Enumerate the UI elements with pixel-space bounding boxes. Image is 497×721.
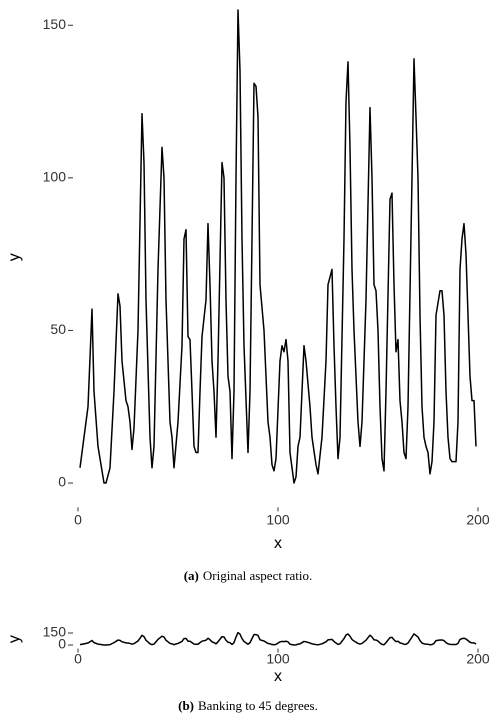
caption: (b) Banking to 45 degrees.	[178, 698, 318, 713]
caption-text: Banking to 45 degrees.	[198, 698, 318, 713]
x-tick-label: 200	[466, 512, 490, 528]
data-line	[79, 631, 477, 646]
y-tick-label: 150	[43, 624, 67, 640]
y-axis-label: y	[6, 253, 23, 261]
x-tick-label: 0	[74, 651, 82, 667]
caption: (a) Original aspect ratio.	[184, 568, 313, 583]
data-line	[79, 9, 477, 484]
caption-text: Original aspect ratio.	[203, 568, 312, 583]
y-tick-label: 0	[58, 474, 66, 490]
x-tick-label: 0	[74, 512, 82, 528]
y-axis-label: y	[6, 635, 23, 643]
x-axis-label: x	[274, 535, 282, 552]
x-axis-label: x	[274, 668, 282, 685]
y-tick-label: 100	[43, 169, 67, 185]
y-tick-label: 150	[43, 16, 67, 32]
y-tick-label: 0	[58, 636, 66, 652]
x-tick-label: 100	[266, 512, 290, 528]
caption-label: (a)	[184, 568, 199, 583]
x-tick-label: 100	[266, 651, 290, 667]
caption-label: (b)	[178, 698, 194, 713]
x-tick-label: 200	[466, 651, 490, 667]
y-tick-label: 50	[50, 321, 66, 337]
